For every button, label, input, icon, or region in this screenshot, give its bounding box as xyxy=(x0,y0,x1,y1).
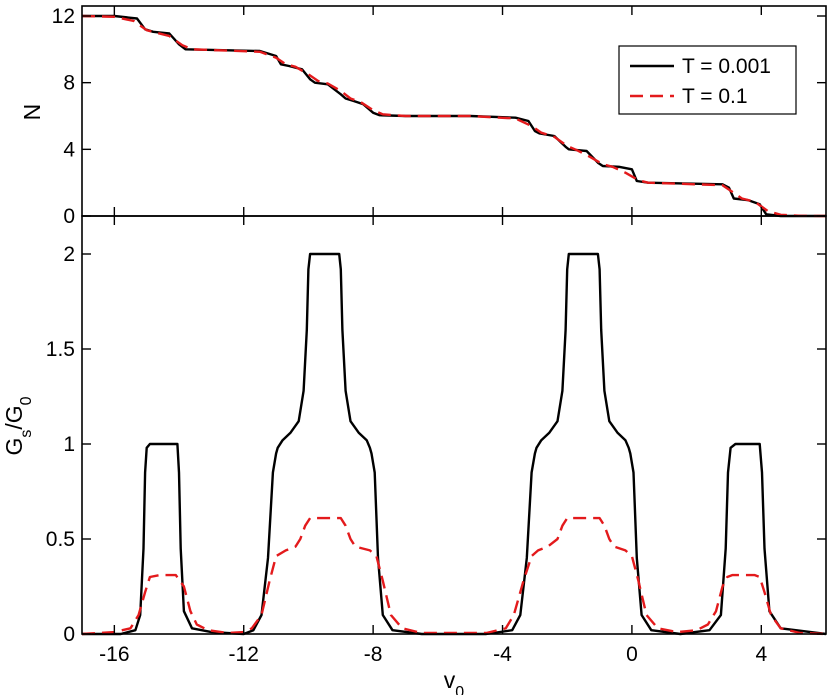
x-tick-label: 4 xyxy=(755,643,767,666)
x-tick-label: -4 xyxy=(493,643,512,666)
x-tick-label: 0 xyxy=(626,643,638,666)
x-tick-label: -8 xyxy=(364,643,383,666)
top-y-tick-label: 12 xyxy=(52,5,75,28)
top-y-tick-label: 0 xyxy=(63,205,75,228)
bottom-plot-frame xyxy=(81,215,827,635)
x-axis-title: v0 xyxy=(444,667,465,695)
x-tick-label: -12 xyxy=(229,643,259,666)
top-panel-n-vs-v0: 0 4 8 12 N T = 0.001 T = 0.1 xyxy=(19,5,827,228)
x-tick-label: -16 xyxy=(99,643,129,666)
bottom-y-tick-label: 0 xyxy=(63,623,75,646)
top-series-t01-line xyxy=(81,14,827,218)
bottom-y-tick-label: 0.5 xyxy=(46,528,75,551)
bottom-panel-gs-vs-v0: -16 -12 -8 -4 0 4 0 0.5 1 1.5 2 Gs/G0 v0 xyxy=(1,215,827,695)
bottom-y-tick-label: 1 xyxy=(63,433,75,456)
bottom-y-tick-label: 1.5 xyxy=(46,338,75,361)
bottom-y-axis-title: Gs/G0 xyxy=(1,396,35,455)
legend-box xyxy=(618,45,797,115)
top-ticks: 0 4 8 12 xyxy=(52,5,826,228)
top-y-tick-label: 4 xyxy=(63,138,75,161)
bottom-series-t01-line xyxy=(81,516,827,636)
bottom-curves xyxy=(81,252,827,636)
bottom-ticks: -16 -12 -8 -4 0 4 0 0.5 1 1.5 2 xyxy=(46,216,826,666)
legend: T = 0.001 T = 0.1 xyxy=(618,45,797,115)
top-y-axis-title: N xyxy=(19,104,45,121)
bottom-y-tick-label: 2 xyxy=(63,243,75,266)
top-y-tick-label: 8 xyxy=(63,72,75,95)
legend-label-t01: T = 0.1 xyxy=(682,85,748,108)
top-curves xyxy=(81,14,827,218)
legend-label-t0001: T = 0.001 xyxy=(682,55,771,78)
